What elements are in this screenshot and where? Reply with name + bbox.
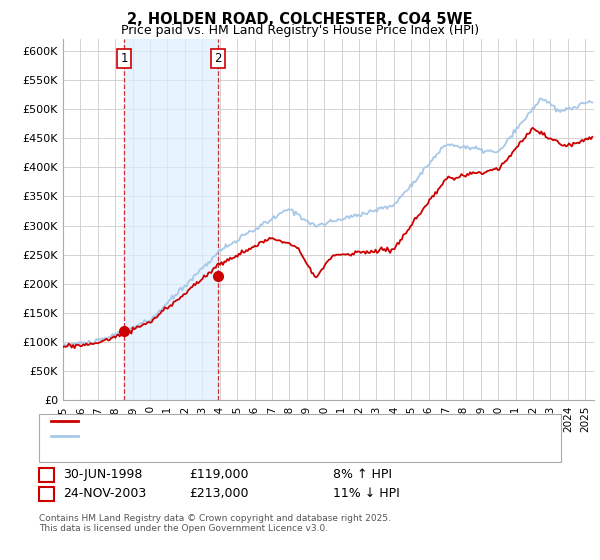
Text: 30-JUN-1998: 30-JUN-1998 bbox=[63, 468, 142, 482]
Text: 2, HOLDEN ROAD, COLCHESTER, CO4 5WE: 2, HOLDEN ROAD, COLCHESTER, CO4 5WE bbox=[127, 12, 473, 27]
Text: HPI: Average price, detached house, Colchester: HPI: Average price, detached house, Colc… bbox=[83, 431, 349, 441]
Text: £213,000: £213,000 bbox=[189, 487, 248, 501]
Text: 8% ↑ HPI: 8% ↑ HPI bbox=[333, 468, 392, 482]
Text: 2, HOLDEN ROAD, COLCHESTER, CO4 5WE (detached house): 2, HOLDEN ROAD, COLCHESTER, CO4 5WE (det… bbox=[83, 416, 422, 426]
Text: 2: 2 bbox=[43, 487, 50, 501]
Text: 24-NOV-2003: 24-NOV-2003 bbox=[63, 487, 146, 501]
Text: 1: 1 bbox=[43, 468, 50, 482]
Text: 11% ↓ HPI: 11% ↓ HPI bbox=[333, 487, 400, 501]
Text: Contains HM Land Registry data © Crown copyright and database right 2025.
This d: Contains HM Land Registry data © Crown c… bbox=[39, 514, 391, 534]
Text: 2: 2 bbox=[214, 52, 221, 65]
Text: 1: 1 bbox=[120, 52, 128, 65]
Text: £119,000: £119,000 bbox=[189, 468, 248, 482]
Text: Price paid vs. HM Land Registry's House Price Index (HPI): Price paid vs. HM Land Registry's House … bbox=[121, 24, 479, 37]
